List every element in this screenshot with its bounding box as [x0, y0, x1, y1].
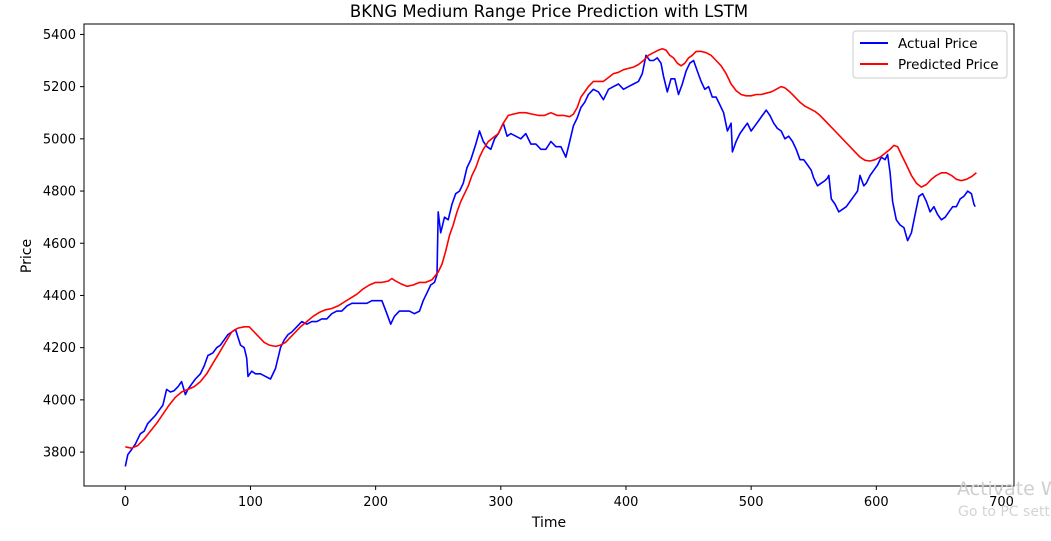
- x-tick-label: 0: [121, 495, 129, 510]
- y-axis-ticks: 3800 4000 4200 4400 4600 4800 5000 5200 5400: [43, 28, 84, 461]
- x-axis-ticks: 0 100 200 300 400 500 600 700: [121, 486, 1014, 510]
- y-tick-label: 4800: [43, 185, 76, 200]
- x-tick-label: 100: [238, 495, 263, 510]
- x-tick-label: 200: [363, 495, 388, 510]
- y-tick-label: 5400: [43, 28, 76, 43]
- y-tick-label: 5200: [43, 80, 76, 95]
- y-tick-label: 4200: [43, 341, 76, 356]
- y-tick-label: 3800: [43, 446, 76, 461]
- y-tick-label: 4600: [43, 237, 76, 252]
- legend-label-actual: Actual Price: [898, 36, 978, 52]
- x-tick-label: 400: [614, 495, 639, 510]
- activation-watermark: Activate W Go to PC setti: [957, 478, 1051, 520]
- y-tick-label: 5000: [43, 132, 76, 147]
- x-tick-label: 300: [488, 495, 513, 510]
- x-tick-label: 700: [989, 495, 1014, 510]
- x-tick-label: 500: [739, 495, 764, 510]
- series-layer: [124, 47, 977, 467]
- legend-label-predicted: Predicted Price: [898, 57, 999, 73]
- predicted-price-line: [125, 47, 977, 450]
- legend: Actual Price Predicted Price: [852, 30, 1008, 79]
- watermark-line-1: Activate W: [957, 478, 1051, 500]
- y-tick-label: 4000: [43, 393, 76, 408]
- x-tick-label: 600: [864, 495, 889, 510]
- x-axis-label: Time: [531, 515, 566, 531]
- chart-title: BKNG Medium Range Price Prediction with …: [350, 2, 748, 21]
- watermark-line-2: Go to PC setti: [958, 504, 1051, 520]
- actual-price-line: [124, 54, 976, 467]
- plot-area: 0 100 200 300 400 500 600 700 3800 4000 4200 4400 4…: [43, 23, 1015, 510]
- legend-box: [852, 30, 1008, 79]
- y-tick-label: 4400: [43, 289, 76, 304]
- plot-frame: [83, 23, 1015, 487]
- y-axis-label: Price: [19, 239, 35, 273]
